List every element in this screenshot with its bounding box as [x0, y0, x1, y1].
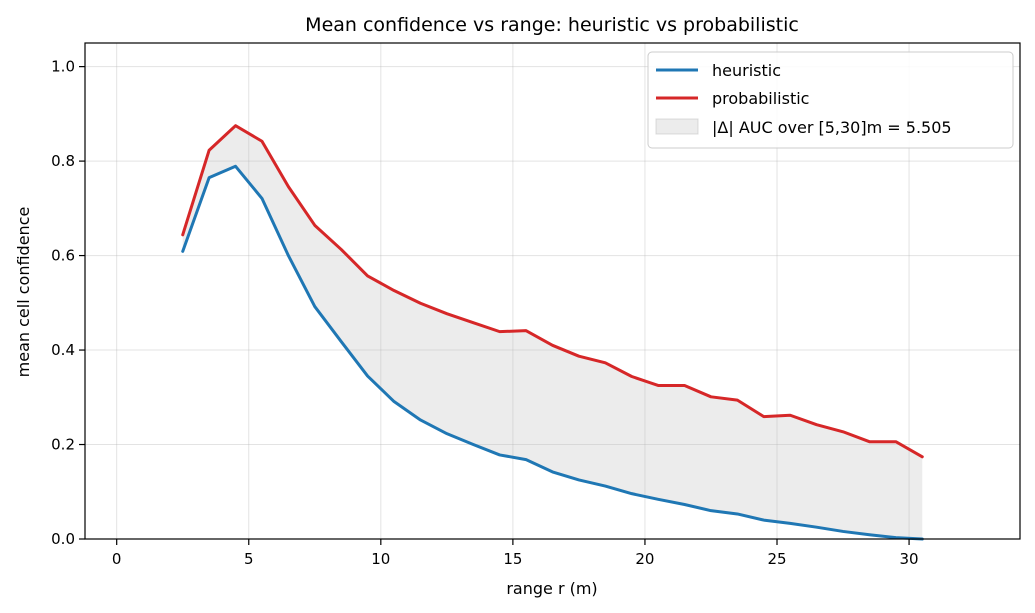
y-tick-label: 1.0	[51, 58, 75, 76]
legend-label-heuristic: heuristic	[712, 61, 781, 80]
legend-label-probabilistic: probabilistic	[712, 89, 809, 108]
legend-box	[647, 51, 1014, 149]
series-line-heuristic	[181, 164, 924, 541]
y-tick-label: 0.8	[51, 152, 75, 170]
x-axis-ticks: 0 5 10 15 20 25 30	[112, 539, 919, 568]
y-tick-label: 0.6	[51, 247, 75, 265]
series-layer	[181, 124, 924, 541]
y-axis-ticks: 0.0 0.2 0.4 0.6 0.8 1.0	[51, 58, 85, 548]
chart-title: Mean confidence vs range: heuristic vs p…	[305, 14, 799, 36]
x-tick-label: 5	[244, 550, 254, 568]
x-tick-label: 15	[503, 550, 522, 568]
x-tick-label: 30	[900, 550, 919, 568]
series-line-probabilistic	[181, 124, 924, 459]
y-tick-label: 0.2	[51, 436, 75, 454]
fill-layer	[182, 125, 923, 540]
difference-fill-area	[182, 125, 923, 540]
x-tick-label: 20	[635, 550, 654, 568]
x-tick-label: 0	[112, 550, 122, 568]
y-axis-label: mean cell confidence	[14, 207, 33, 378]
y-tick-label: 0.0	[51, 530, 75, 548]
x-tick-label: 25	[767, 550, 786, 568]
legend-fill-swatch	[655, 118, 699, 135]
y-tick-label: 0.4	[51, 341, 75, 359]
x-tick-label: 10	[371, 550, 390, 568]
legend-label-fill: |Δ| AUC over [5,30]m = 5.505	[712, 118, 952, 137]
x-axis-label: range r (m)	[506, 579, 597, 598]
legend: heuristic probabilistic |Δ| AUC over [5,…	[647, 51, 1014, 149]
plot-frame	[84, 42, 1021, 540]
